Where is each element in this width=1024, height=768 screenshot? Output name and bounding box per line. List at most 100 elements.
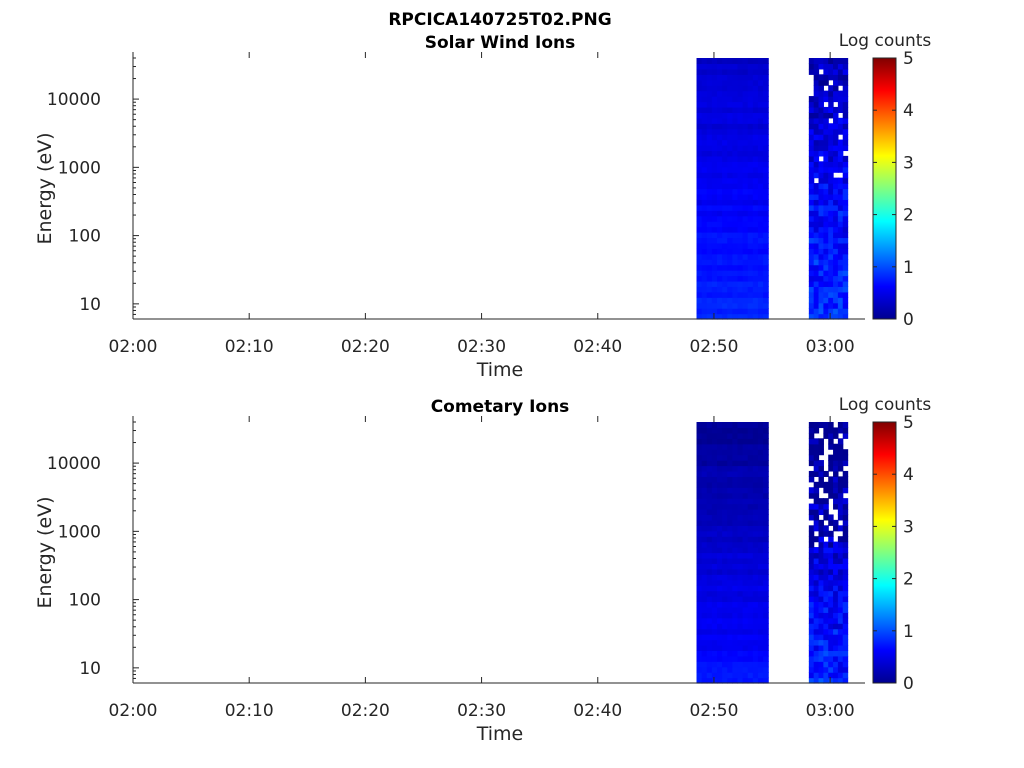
heatmap-cell [833, 68, 839, 75]
heatmap-cell [701, 552, 708, 559]
heatmap-cell [763, 172, 769, 179]
heatmap-cell [711, 96, 718, 103]
heatmap-cell [837, 661, 844, 668]
heatmap-cell [742, 552, 749, 559]
heatmap-cell [828, 530, 834, 537]
heatmap-cell [732, 547, 739, 554]
heatmap-cell [837, 313, 844, 320]
heatmap-cell [711, 422, 718, 429]
heatmap-cell [747, 286, 754, 293]
heatmap-cell [833, 215, 839, 222]
heatmap-cell [842, 655, 849, 662]
heatmap-cell [842, 530, 849, 537]
heatmap-cell [833, 617, 839, 624]
heatmap-cell [757, 188, 764, 195]
heatmap-cell [828, 270, 834, 277]
heatmap-cell [813, 139, 820, 146]
heatmap-cell [706, 470, 713, 477]
heatmap-cell [711, 541, 718, 548]
heatmap-cell [842, 79, 849, 86]
heatmap-cell [823, 58, 829, 65]
heatmap-cell [823, 503, 829, 510]
heatmap-cell [828, 85, 834, 92]
heatmap-cell [732, 454, 739, 461]
heatmap-cell [701, 623, 708, 630]
heatmap-cell [818, 623, 824, 630]
heatmap-cell [737, 563, 744, 570]
heatmap-cell [823, 248, 829, 255]
heatmap-cell [717, 579, 723, 586]
heatmap-cell [706, 210, 713, 217]
heatmap-cell [747, 579, 754, 586]
heatmap-cell [727, 628, 733, 635]
heatmap-cell [837, 617, 844, 624]
heatmap-cell [737, 117, 744, 124]
heatmap-cell [742, 183, 749, 190]
heatmap-cell [737, 63, 744, 70]
heatmap-cell [696, 655, 703, 662]
heatmap-cell [823, 672, 829, 679]
heatmap-cell [808, 427, 815, 434]
heatmap-cell [701, 606, 708, 613]
heatmap-cell [742, 58, 749, 65]
heatmap-cell [763, 117, 769, 124]
heatmap-cell [828, 63, 834, 70]
heatmap-cell [828, 302, 834, 309]
heatmap-cell [701, 297, 708, 304]
heatmap-cell [808, 183, 815, 190]
heatmap-cell [732, 74, 739, 81]
heatmap-cell [828, 465, 834, 472]
heatmap-cell [747, 150, 754, 157]
heatmap-cell [727, 90, 733, 97]
heatmap-cell [757, 308, 764, 315]
heatmap-cell [727, 481, 733, 488]
heatmap-cell [696, 183, 703, 190]
heatmap-cell [813, 606, 820, 613]
heatmap-cell [837, 253, 844, 260]
heatmap-cell [742, 574, 749, 581]
heatmap-cell [747, 188, 754, 195]
heatmap-cell [747, 63, 754, 70]
heatmap-cell [808, 150, 815, 157]
heatmap-cell [732, 585, 739, 592]
heatmap-cell [828, 492, 834, 499]
heatmap-cell [732, 672, 739, 679]
heatmap-cell [818, 563, 824, 570]
heatmap-cell [833, 117, 839, 124]
heatmap-cell [732, 552, 739, 559]
heatmap-cell [711, 612, 718, 619]
heatmap-cell [752, 509, 759, 516]
heatmap-cell [763, 644, 769, 651]
heatmap-cell [813, 150, 820, 157]
heatmap-cell [823, 579, 829, 586]
heatmap-cell [763, 199, 769, 206]
heatmap-cell [763, 661, 769, 668]
heatmap-cell [837, 509, 844, 516]
heatmap-cell [737, 541, 744, 548]
heatmap-cell [711, 161, 718, 168]
heatmap-cell [828, 552, 834, 559]
heatmap-cell [823, 79, 829, 86]
heatmap-cell [732, 215, 739, 222]
heatmap-cell [742, 606, 749, 613]
heatmap-cell [747, 204, 754, 211]
heatmap-cell [837, 63, 844, 70]
heatmap-cell [706, 280, 713, 287]
heatmap-cell [752, 270, 759, 277]
heatmap-cell [813, 291, 820, 298]
heatmap-cell [808, 101, 815, 108]
heatmap-cell [818, 237, 824, 244]
heatmap-cell [742, 563, 749, 570]
heatmap-cell [763, 253, 769, 260]
heatmap-cell [711, 101, 718, 108]
heatmap-cell [818, 650, 824, 657]
heatmap-cell [808, 155, 815, 162]
heatmap-cell [706, 128, 713, 135]
heatmap-cell [742, 112, 749, 119]
heatmap-cell [842, 536, 849, 543]
heatmap-cell [722, 90, 728, 97]
heatmap-cell [727, 308, 733, 315]
heatmap-cell [737, 525, 744, 532]
heatmap-cell [818, 574, 824, 581]
heatmap-cell [813, 183, 820, 190]
